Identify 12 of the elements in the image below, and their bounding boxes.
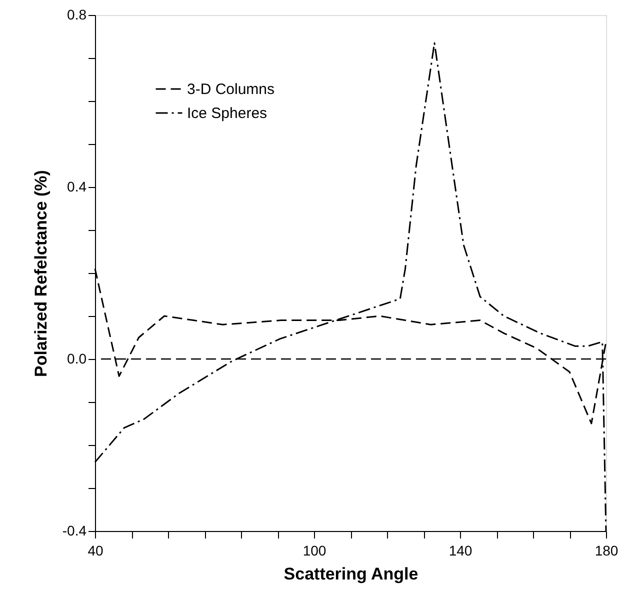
x-tick-label: 100 bbox=[302, 542, 326, 558]
y-tick-label: 0.4 bbox=[67, 178, 87, 194]
x-tick-label: 180 bbox=[594, 542, 618, 558]
x-axis-title: Scattering Angle bbox=[284, 564, 418, 584]
legend-label: 3-D Columns bbox=[187, 81, 275, 98]
y-axis-title: Polarized Refelctance (%) bbox=[31, 170, 50, 377]
x-tick-label: 140 bbox=[448, 542, 472, 558]
legend-label: Ice Spheres bbox=[187, 105, 268, 122]
y-tick-label: 0.0 bbox=[67, 350, 87, 366]
x-tick-label: 40 bbox=[88, 542, 104, 558]
y-tick-label: 0.8 bbox=[67, 6, 87, 22]
y-tick-label: -0.4 bbox=[62, 522, 87, 538]
